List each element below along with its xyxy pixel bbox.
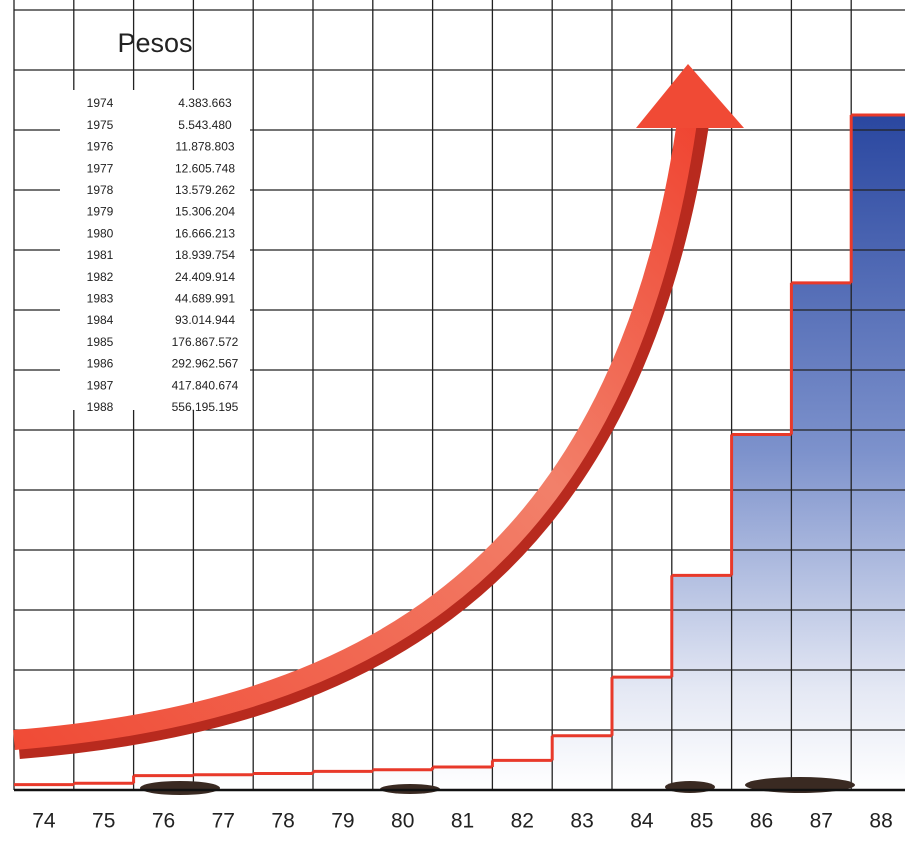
step-fill — [73, 783, 134, 790]
grid — [13, 0, 905, 790]
step-fill — [851, 115, 905, 790]
table-value: 15.306.204 — [175, 205, 235, 219]
growth-arrow — [13, 64, 744, 759]
table-year: 1976 — [87, 140, 114, 154]
x-tick-label: 78 — [271, 810, 294, 833]
table-year: 1974 — [87, 96, 114, 110]
step-fill — [791, 282, 852, 790]
table-year: 1986 — [87, 357, 114, 371]
step-fill — [671, 575, 732, 790]
table-year: 1984 — [87, 313, 114, 327]
table-background — [60, 90, 250, 410]
table-year: 1985 — [87, 335, 114, 349]
x-tick-label: 86 — [750, 810, 773, 833]
step-fill — [432, 767, 493, 790]
table-value: 4.383.663 — [178, 96, 232, 110]
x-tick-label: 76 — [152, 810, 175, 833]
table-value: 24.409.914 — [175, 270, 235, 284]
table-value: 176.867.572 — [172, 335, 239, 349]
table-value: 556.195.195 — [172, 400, 239, 414]
table-value: 18.939.754 — [175, 248, 235, 262]
table-year: 1988 — [87, 400, 114, 414]
table-value: 93.014.944 — [175, 313, 235, 327]
table-value: 16.666.213 — [175, 226, 235, 240]
table-year: 1987 — [87, 378, 114, 392]
table-year: 1975 — [87, 118, 114, 132]
step-fill — [731, 434, 792, 790]
table-year: 1979 — [87, 205, 114, 219]
x-tick-label: 75 — [92, 810, 115, 833]
x-tick-label: 79 — [331, 810, 354, 833]
value-table: 1974 4.383.663 1975 5.543.480 1976 11.878.803… — [87, 96, 239, 414]
x-tick-label: 77 — [212, 810, 235, 833]
step-fills — [14, 115, 905, 790]
x-tick-label: 74 — [32, 810, 56, 833]
x-tick-label: 85 — [690, 810, 713, 833]
x-tick-label: 83 — [570, 810, 593, 833]
x-tick-label: 82 — [511, 810, 534, 833]
x-tick-label: 87 — [810, 810, 833, 833]
table-value: 417.840.674 — [172, 378, 239, 392]
step-fill — [552, 735, 612, 790]
step-fill — [253, 773, 313, 790]
x-tick-label: 84 — [630, 810, 654, 833]
table-year: 1983 — [87, 291, 114, 305]
x-tick-label: 80 — [391, 810, 414, 833]
table-year: 1977 — [87, 161, 114, 175]
chart-title: Pesos — [117, 28, 192, 58]
table-year: 1981 — [87, 248, 114, 262]
step-fill — [14, 784, 74, 790]
table-year: 1980 — [87, 226, 114, 240]
table-value: 12.605.748 — [175, 161, 235, 175]
table-value: 13.579.262 — [175, 183, 235, 197]
x-tick-label: 88 — [869, 810, 892, 833]
step-fill — [612, 677, 672, 790]
table-value: 5.543.480 — [178, 118, 232, 132]
table-value: 11.878.803 — [175, 140, 234, 154]
step-fill — [313, 771, 373, 790]
table-year: 1982 — [87, 270, 114, 284]
step-line — [14, 113, 905, 787]
table-year: 1978 — [87, 183, 114, 197]
table-value: 44.689.991 — [175, 291, 235, 305]
step-fill — [492, 760, 553, 790]
x-tick-label: 81 — [451, 810, 474, 833]
table-value: 292.962.567 — [172, 357, 239, 371]
